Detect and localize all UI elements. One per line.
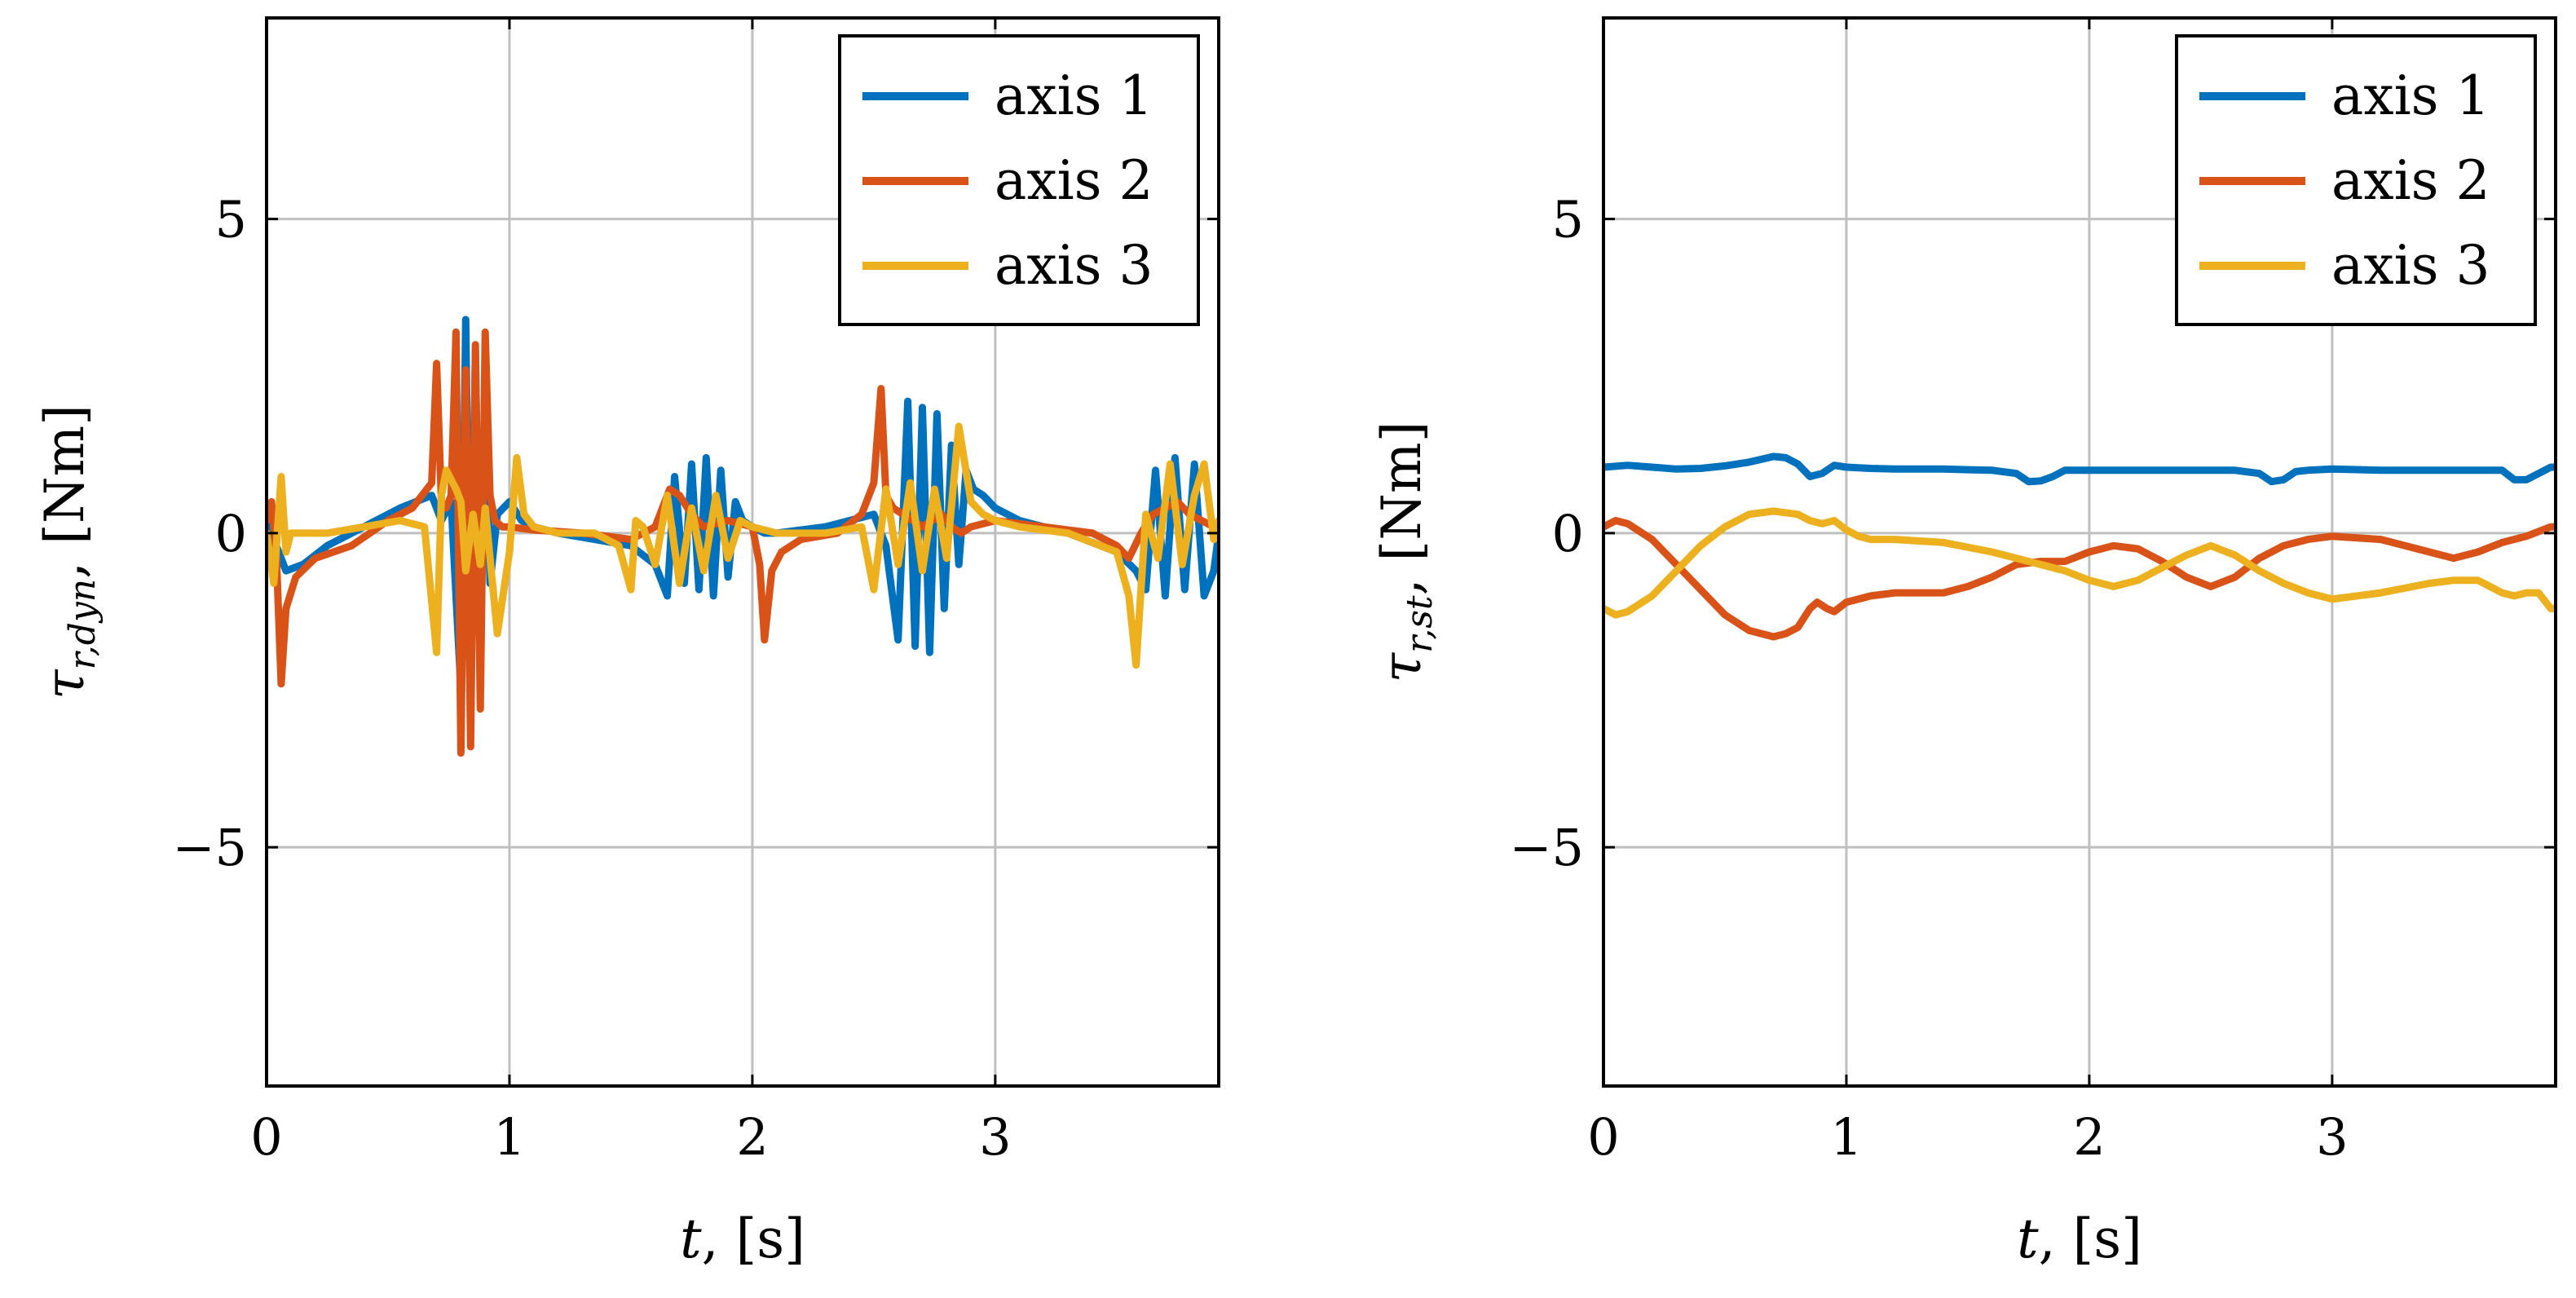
x-tick-label-3: 3 <box>979 1107 1011 1167</box>
legend-label-axis-1: axis 1 <box>995 64 1153 127</box>
x-tick-label-3: 3 <box>2316 1107 2348 1167</box>
series-line-axis-1 <box>1603 453 2556 486</box>
x-tick-label-1: 1 <box>1830 1107 1862 1167</box>
x-axis-label-variable: t <box>2017 1207 2039 1270</box>
y-axis-label-variable: τ <box>1370 651 1433 682</box>
x-tick-label-2: 2 <box>2073 1107 2105 1167</box>
legend-label-axis-3: axis 3 <box>995 234 1153 297</box>
legend-label-axis-3: axis 3 <box>2331 234 2490 297</box>
y-tick-label-2: 5 <box>215 190 247 249</box>
y-axis-label: τr,st, [Nm] <box>1370 422 1440 683</box>
x-tick-label-2: 2 <box>736 1107 768 1167</box>
y-axis-label: τr,dyn, [Nm] <box>33 404 104 700</box>
y-tick-label-1: 0 <box>215 504 247 563</box>
y-axis-label-variable: τ <box>33 669 96 700</box>
x-axis-label-unit: , [s] <box>2039 1207 2142 1270</box>
plot-frame <box>1602 16 2557 1088</box>
x-axis-label-unit: , [s] <box>702 1207 805 1270</box>
legend-label-axis-1: axis 1 <box>2331 64 2490 127</box>
y-axis-label-subscript: r,st <box>1399 595 1440 653</box>
legend-label-axis-2: axis 2 <box>2331 149 2490 212</box>
y-tick-label-0: −5 <box>1510 818 1584 877</box>
x-tick-label-0: 0 <box>250 1107 282 1167</box>
y-axis-label-subscript: r,dyn <box>62 579 104 670</box>
x-axis-label: t, [s] <box>2017 1207 2142 1270</box>
x-tick-label-0: 0 <box>1587 1107 1619 1167</box>
legend-label-axis-2: axis 2 <box>995 149 1153 212</box>
legend: axis 1 axis 2 axis 3 <box>838 34 1200 326</box>
y-tick-label-0: −5 <box>173 818 247 877</box>
series-group <box>1603 453 2556 641</box>
series-line-axis-2 <box>267 328 1219 757</box>
y-axis-label-unit: , [Nm] <box>33 404 96 579</box>
series-line-axis-3 <box>267 422 1219 669</box>
y-axis-label-unit: , [Nm] <box>1370 422 1433 596</box>
x-tick-label-1: 1 <box>493 1107 525 1167</box>
series-line-axis-2 <box>1603 517 2556 641</box>
plot-frame <box>265 16 1220 1088</box>
legend: axis 1 axis 2 axis 3 <box>2175 34 2537 326</box>
x-axis-label: t, [s] <box>680 1207 805 1270</box>
y-tick-label-2: 5 <box>1552 190 1584 249</box>
x-axis-label-variable: t <box>680 1207 702 1270</box>
series-line-axis-3 <box>1603 507 2556 619</box>
series-group <box>267 316 1219 757</box>
y-tick-label-1: 0 <box>1552 504 1584 563</box>
